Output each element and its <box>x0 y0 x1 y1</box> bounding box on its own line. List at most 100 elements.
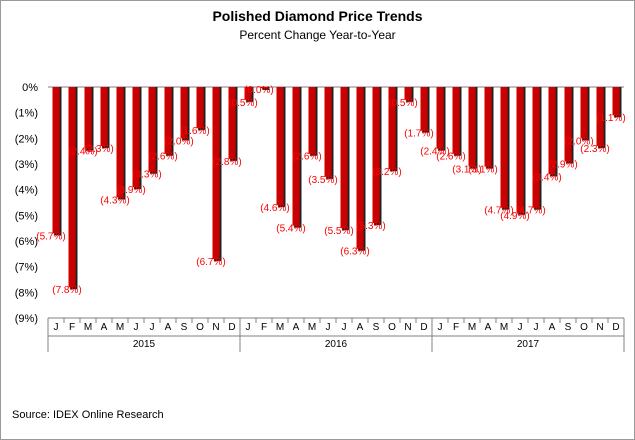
x-tick-label: M <box>116 322 124 333</box>
data-label: (5.3%) <box>356 221 385 232</box>
x-tick-label: J <box>438 322 443 333</box>
bar <box>148 87 156 172</box>
data-label: (2.9%) <box>548 159 577 170</box>
y-tick-label: (2%) <box>15 133 38 145</box>
y-tick-label: (6%) <box>15 236 38 248</box>
bar <box>356 87 364 249</box>
bar <box>100 87 108 147</box>
x-tick-label: O <box>388 322 396 333</box>
data-label: (4.7%) <box>484 206 513 217</box>
x-tick-label: F <box>261 322 267 333</box>
x-tick-label: F <box>69 322 75 333</box>
x-tick-label: A <box>293 322 300 333</box>
x-tick-label: J <box>326 322 331 333</box>
x-tick-label: J <box>534 322 539 333</box>
data-label: (5.4%) <box>276 224 305 235</box>
bar <box>68 87 76 288</box>
bar <box>52 87 60 234</box>
bar <box>436 87 444 149</box>
bar <box>212 87 220 259</box>
x-tick-label: O <box>580 322 588 333</box>
x-tick-label: A <box>357 322 364 333</box>
data-label: (5.5%) <box>324 226 353 237</box>
x-tick-label: A <box>165 322 172 333</box>
data-label: (2.0%) <box>564 136 593 147</box>
bar-shadow <box>262 87 270 90</box>
data-label: (6.3%) <box>340 247 369 258</box>
x-tick-label: S <box>565 322 572 333</box>
bar <box>196 87 204 129</box>
bar <box>580 87 588 139</box>
y-tick-label: (4%) <box>15 185 38 197</box>
bar <box>452 87 460 154</box>
data-label: (2.3%) <box>580 144 609 155</box>
data-label: (0.5%) <box>388 98 417 109</box>
data-label: (3.4%) <box>532 172 561 183</box>
bar <box>420 87 428 131</box>
y-tick-label: (1%) <box>15 108 38 120</box>
data-label: (0.0%) <box>244 85 273 96</box>
bar <box>612 87 620 116</box>
x-tick-label: O <box>196 322 204 333</box>
data-label: (7.8%) <box>52 285 81 296</box>
data-label: (2.6%) <box>436 152 465 163</box>
bar <box>276 87 284 206</box>
data-label: (5.7%) <box>36 231 65 242</box>
x-tick-label: M <box>84 322 92 333</box>
bar <box>324 87 332 177</box>
x-tick-label: J <box>150 322 155 333</box>
y-tick-label: (5%) <box>15 210 38 222</box>
data-label: (4.6%) <box>260 203 289 214</box>
x-tick-label: D <box>228 322 235 333</box>
data-label: (3.1%) <box>452 165 481 176</box>
data-label: (2.4%) <box>420 147 449 158</box>
bar <box>484 87 492 167</box>
bar <box>596 87 604 147</box>
x-tick-label: J <box>246 322 251 333</box>
x-tick-label: M <box>276 322 284 333</box>
bar <box>260 87 268 88</box>
data-label: (4.3%) <box>100 195 129 206</box>
x-tick-label: S <box>181 322 188 333</box>
bar <box>516 87 524 213</box>
bar <box>404 87 412 100</box>
x-tick-label: A <box>101 322 108 333</box>
bar <box>244 87 252 100</box>
y-tick-label: (7%) <box>15 262 38 274</box>
bar <box>228 87 236 159</box>
source-note: Source: IDEX Online Research <box>12 409 164 421</box>
bar <box>180 87 188 139</box>
data-label: (2.6%) <box>292 152 321 163</box>
bar <box>116 87 124 198</box>
x-tick-label: D <box>420 322 427 333</box>
x-tick-label: D <box>612 322 619 333</box>
y-tick-label: (3%) <box>15 159 38 171</box>
data-label: (3.1%) <box>468 165 497 176</box>
data-label: (3.9%) <box>116 185 145 196</box>
data-label: (4.9%) <box>500 211 529 222</box>
data-label: (0.5%) <box>228 98 257 109</box>
data-label: (2.3%) <box>84 144 113 155</box>
x-tick-label: M <box>468 322 476 333</box>
y-tick-label: (9%) <box>15 313 38 325</box>
x-tick-label: A <box>549 322 556 333</box>
data-label: (1.1%) <box>596 113 625 124</box>
x-tick-label: N <box>596 322 603 333</box>
x-tick-label: J <box>134 322 139 333</box>
x-tick-label: A <box>485 322 492 333</box>
bar <box>308 87 316 154</box>
bar <box>388 87 396 170</box>
data-label: (6.7%) <box>196 257 225 268</box>
year-label: 2015 <box>133 339 156 350</box>
data-label: (3.2%) <box>372 167 401 178</box>
bar <box>548 87 556 175</box>
bar <box>84 87 92 149</box>
data-label: (3.3%) <box>132 170 161 181</box>
data-label: (4.7%) <box>516 206 545 217</box>
data-label: (1.7%) <box>404 129 433 140</box>
y-tick-label: (8%) <box>15 287 38 299</box>
x-tick-label: J <box>518 322 523 333</box>
data-label: (2.6%) <box>148 152 177 163</box>
